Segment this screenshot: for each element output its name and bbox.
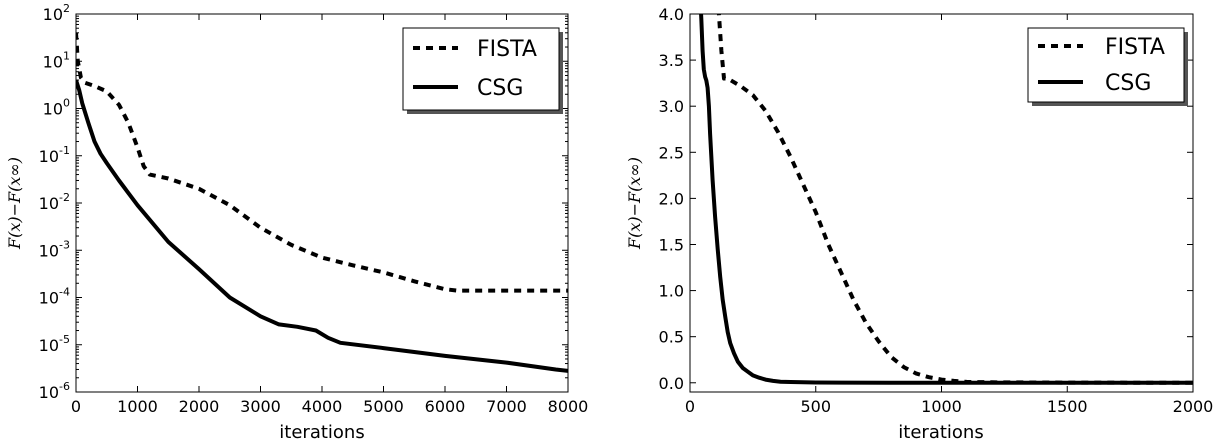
- left-y-tick-label: 10-5: [39, 333, 70, 355]
- left-y-tick-label: 102: [43, 2, 70, 24]
- right-y-tick-label: 2.5: [659, 143, 684, 162]
- left-x-tick-label: 5000: [363, 397, 404, 416]
- left-x-axis-label: iterations: [279, 422, 364, 443]
- left-x-tick-label: 8000: [548, 397, 589, 416]
- left-x-tick-label: 2000: [179, 397, 220, 416]
- right-x-tick-label: 500: [800, 397, 831, 416]
- right-x-tick-label: 1000: [921, 397, 962, 416]
- right-plot-curves: [699, 14, 1193, 385]
- left-log-chart: 0 1000 2000 3000 4000 5000 6000 7000 8000 10-610…: [5, 2, 588, 443]
- left-y-tick-label: 10-3: [39, 238, 70, 260]
- left-y-tick-label: 10-1: [39, 144, 70, 166]
- left-legend-box: [402, 27, 560, 111]
- left-y-axis-label: F(x)−F(x∞): [5, 157, 24, 250]
- left-series-csg-line: [76, 79, 568, 373]
- left-y-ticks: 10-6 10-5 10-4 10-3 10-2 10-1 100 101 102: [39, 2, 568, 402]
- right-x-tick-label: 1500: [1047, 397, 1088, 416]
- left-x-tick-label: 3000: [240, 397, 281, 416]
- right-y-tick-label: 1.5: [659, 235, 684, 254]
- right-y-tick-label: 2.0: [659, 189, 684, 208]
- right-legend: FISTA CSG: [1027, 27, 1188, 106]
- right-legend-box: [1027, 27, 1185, 103]
- right-y-tick-label: 3.5: [659, 51, 684, 70]
- right-legend-csg-label: CSG: [1105, 71, 1151, 96]
- left-y-tick-label: 10-6: [39, 380, 70, 402]
- left-x-tick-label: 0: [71, 397, 81, 416]
- right-y-tick-label: 0.5: [659, 328, 684, 347]
- right-y-tick-label: 0.0: [659, 374, 684, 393]
- right-x-tick-label: 2000: [1173, 397, 1214, 416]
- left-x-ticks: 0 1000 2000 3000 4000 5000 6000 7000 8000: [71, 14, 588, 416]
- left-plot-curves: [76, 32, 568, 373]
- right-y-ticks: 0.0 0.5 1.0 1.5 2.0 2.5 3.0 3.5 4.0: [659, 5, 1193, 393]
- left-y-tick-label: 101: [43, 49, 70, 71]
- left-legend-fista-label: FISTA: [477, 37, 537, 62]
- right-linear-chart: 0 500 1000 1500 2000 0.0 0.5 1.0 1.5 2.0 2.5 3.0 3.…: [625, 5, 1213, 443]
- left-y-tick-label: 100: [43, 97, 70, 119]
- right-x-ticks: 0 500 1000 1500 2000: [685, 14, 1213, 416]
- left-x-tick-label: 4000: [302, 397, 343, 416]
- right-x-axis-label: iterations: [898, 422, 983, 443]
- right-legend-fista-label: FISTA: [1105, 35, 1165, 60]
- right-series-fista-line: [716, 14, 1193, 385]
- left-x-tick-label: 1000: [117, 397, 158, 416]
- left-x-tick-label: 6000: [425, 397, 466, 416]
- left-y-tick-label: 10-4: [39, 286, 70, 308]
- right-y-tick-label: 4.0: [659, 5, 684, 24]
- left-legend: FISTA CSG: [402, 27, 563, 114]
- left-legend-csg-label: CSG: [477, 76, 523, 101]
- right-y-tick-label: 3.0: [659, 97, 684, 116]
- right-y-tick-label: 1.0: [659, 282, 684, 301]
- left-y-tick-label: 10-2: [39, 191, 70, 213]
- right-y-axis-label: F(x)−F(x∞): [625, 157, 644, 250]
- right-series-csg-line: [699, 14, 1193, 385]
- left-x-tick-label: 7000: [486, 397, 527, 416]
- right-x-tick-label: 0: [685, 397, 695, 416]
